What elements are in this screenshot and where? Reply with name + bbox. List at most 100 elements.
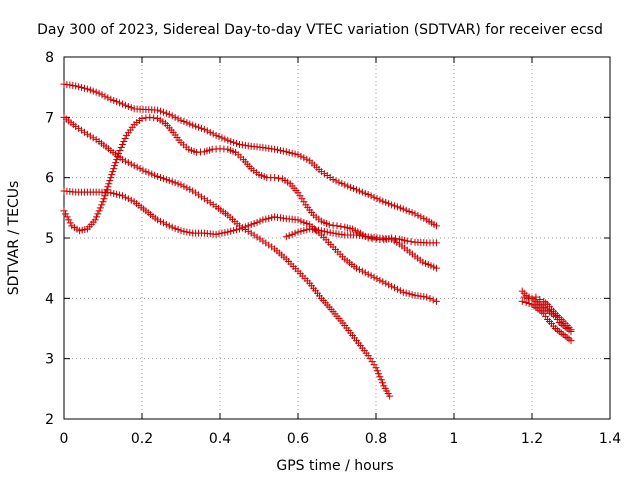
- data-point-track-d: [236, 225, 243, 233]
- data-point-track-b: [329, 221, 337, 229]
- data-point-track-a: [78, 83, 86, 91]
- data-point-track-d: [168, 223, 176, 231]
- data-point-track-a: [385, 200, 393, 208]
- data-point-track-c: [86, 132, 94, 140]
- data-point-track-h: [532, 293, 540, 301]
- data-point-track-e: [317, 227, 325, 235]
- data-point-track-b: [432, 239, 440, 247]
- data-point-track-b: [121, 134, 129, 142]
- data-point-track-a: [110, 96, 118, 104]
- data-point-track-a: [183, 119, 191, 127]
- data-point-track-d: [265, 214, 273, 222]
- chart-title: Day 300 of 2023, Sidereal Day-to-day VTE…: [37, 22, 603, 38]
- data-point-track-a: [355, 187, 363, 195]
- data-point-track-d: [429, 296, 437, 304]
- x-tick-label: 1.4: [599, 431, 621, 447]
- data-point-track-a: [218, 134, 226, 142]
- y-tick-label: 6: [45, 171, 54, 187]
- data-point-track-d: [157, 217, 165, 225]
- data-point-track-b: [63, 213, 71, 221]
- data-point-track-b: [113, 156, 121, 164]
- data-point-track-a: [162, 109, 170, 117]
- data-point-track-a: [341, 181, 349, 189]
- data-point-track-a: [370, 193, 378, 201]
- data-point-track-d: [353, 264, 360, 272]
- data-point-track-a: [224, 136, 232, 144]
- y-axis-label: SDTVAR / TECUs: [6, 181, 22, 296]
- data-point-track-c: [139, 166, 147, 174]
- data-point-track-b: [100, 195, 108, 203]
- data-point-track-d: [373, 275, 381, 283]
- data-point-track-a: [171, 113, 179, 121]
- x-tick-label: 0.6: [287, 431, 309, 447]
- data-point-track-a: [353, 186, 360, 194]
- data-point-track-b: [333, 222, 341, 230]
- data-point-track-a: [116, 99, 124, 107]
- data-point-track-d: [391, 284, 399, 292]
- data-point-track-c: [386, 392, 394, 400]
- data-point-track-d: [127, 196, 135, 204]
- data-point-track-a: [303, 155, 311, 163]
- data-point-track-b: [407, 238, 415, 246]
- data-point-track-a: [168, 112, 176, 120]
- data-point-track-a: [282, 148, 290, 156]
- data-point-track-c: [130, 162, 138, 170]
- data-point-track-c: [372, 364, 380, 372]
- data-point-track-d: [107, 189, 115, 197]
- data-point-track-e: [432, 264, 440, 272]
- x-axis-label: GPS time / hours: [276, 458, 393, 474]
- data-point-track-a: [174, 115, 182, 123]
- data-point-track-d: [230, 226, 238, 234]
- data-point-track-a: [271, 145, 279, 153]
- data-point-track-a: [127, 104, 135, 112]
- data-point-track-d: [367, 272, 375, 280]
- data-points: [60, 80, 575, 400]
- data-point-track-d: [297, 217, 305, 225]
- data-point-track-b: [150, 114, 158, 122]
- data-point-track-b: [275, 174, 282, 182]
- data-point-track-a: [209, 130, 217, 138]
- data-point-track-a: [417, 213, 425, 221]
- x-tick-label: 1.2: [521, 431, 543, 447]
- data-point-track-c: [377, 376, 385, 384]
- data-point-track-b: [91, 216, 99, 224]
- data-point-track-a: [221, 135, 229, 143]
- data-point-track-e: [297, 227, 305, 235]
- data-point-track-a: [388, 201, 396, 209]
- data-point-track-a: [294, 151, 302, 159]
- data-point-track-d: [262, 215, 270, 223]
- data-point-track-b: [146, 113, 154, 121]
- data-point-track-h: [520, 293, 528, 301]
- data-point-track-d: [124, 195, 132, 203]
- y-tick-label: 5: [45, 231, 54, 247]
- data-point-track-a: [274, 146, 282, 154]
- data-point-track-a: [402, 206, 410, 214]
- data-point-track-d: [385, 281, 393, 289]
- data-point-track-a: [285, 148, 293, 156]
- data-point-track-d: [247, 221, 255, 229]
- data-point-track-a: [405, 207, 413, 215]
- data-point-track-c: [177, 181, 185, 189]
- data-point-track-a: [338, 180, 346, 188]
- data-point-track-b: [138, 115, 146, 123]
- data-point-track-d: [388, 282, 396, 290]
- data-point-track-b: [116, 147, 124, 155]
- data-point-track-a: [154, 106, 162, 114]
- data-point-track-a: [379, 197, 387, 205]
- y-tick-label: 8: [45, 50, 54, 66]
- data-point-track-b: [368, 235, 376, 243]
- data-point-track-a: [80, 84, 88, 92]
- data-point-track-c: [148, 170, 156, 178]
- data-point-track-a: [399, 205, 407, 213]
- data-point-track-e: [294, 228, 302, 236]
- data-point-track-a: [391, 202, 399, 210]
- data-point-track-a: [414, 211, 422, 219]
- data-point-track-a: [300, 154, 308, 162]
- data-point-track-d: [376, 276, 384, 284]
- data-point-track-a: [95, 89, 103, 97]
- data-point-track-d: [408, 291, 416, 299]
- data-point-track-d: [432, 297, 440, 305]
- data-point-track-d: [238, 224, 246, 232]
- data-point-track-b: [271, 174, 279, 182]
